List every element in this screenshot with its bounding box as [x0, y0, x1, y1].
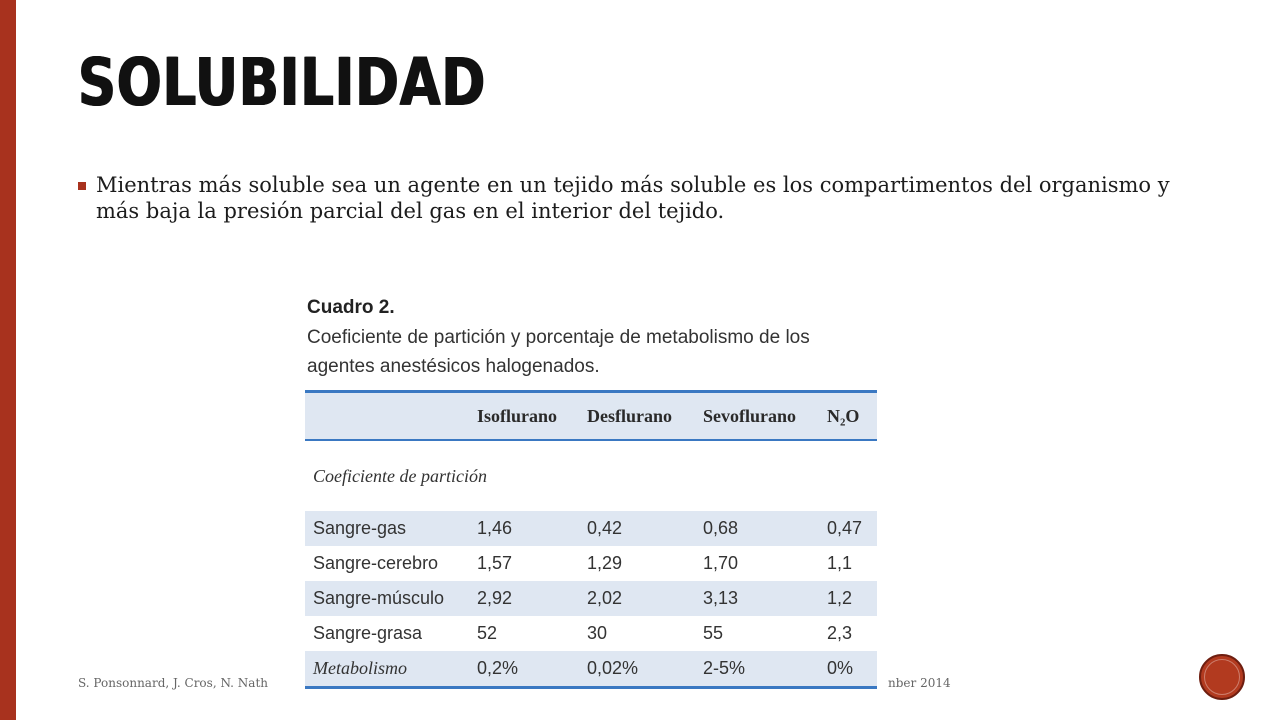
column-header-isoflurano: Isoflurano	[477, 405, 558, 426]
table-row: Sangre-gas 1,46 0,42 0,68 0,47	[305, 511, 877, 546]
table-cell: 1,46	[477, 518, 513, 538]
table-cell: 1,1	[827, 553, 853, 573]
table-row: Sangre-músculo 2,92 2,02 3,13 1,2	[305, 581, 877, 616]
column-header-sevoflurano: Sevoflurano	[703, 405, 797, 426]
column-header-desflurano: Desflurano	[587, 405, 672, 426]
table-cell: 2,92	[477, 588, 513, 608]
accent-bar	[0, 0, 16, 720]
table-cell: 0,47	[827, 518, 863, 538]
column-header-blank	[305, 392, 469, 441]
table-figure: Cuadro 2. Coeficiente de partición y por…	[305, 295, 879, 695]
table-cell: 55	[703, 623, 724, 643]
partition-coefficient-table: Isoflurano Desflurano Sevoflurano N₂O Co…	[305, 390, 877, 689]
table-cell: 52	[477, 623, 498, 643]
table-cell: 3,13	[703, 588, 739, 608]
figure-heading: Cuadro 2.	[307, 297, 395, 318]
table-row: Sangre-cerebro 1,57 1,29 1,70 1,1	[305, 546, 877, 581]
square-bullet-icon	[78, 182, 86, 190]
table-cell: 0,02%	[587, 658, 639, 678]
bullet-item: Mientras más soluble sea un agente en un…	[78, 172, 1198, 224]
footer-citation: S. Ponsonnard, J. Cros, N. Nath	[78, 676, 269, 690]
table-cell: 0,68	[703, 518, 739, 538]
table-cell: 30	[587, 623, 608, 643]
slide-title: SOLUBILIDAD	[78, 44, 487, 121]
row-label: Sangre-músculo	[313, 588, 445, 608]
section-label: Coeficiente de partición	[313, 466, 487, 486]
table-cell: 1,2	[827, 588, 853, 608]
table-cell: 0,42	[587, 518, 623, 538]
table-cell: 0,2%	[477, 658, 519, 678]
table-cell: 0%	[827, 658, 854, 678]
row-label: Metabolismo	[313, 658, 407, 678]
table-cell: 1,70	[703, 553, 739, 573]
table-cell: 1,29	[587, 553, 623, 573]
row-label: Sangre-cerebro	[313, 553, 439, 573]
table-cell: 1,57	[477, 553, 513, 573]
section-row: Coeficiente de partición	[305, 440, 877, 511]
footer-date: nber 2014	[888, 676, 951, 690]
table-cell: 2,02	[587, 588, 623, 608]
row-label: Sangre-grasa	[313, 623, 423, 643]
row-label: Sangre-gas	[313, 518, 407, 538]
table-row: Sangre-grasa 52 30 55 2,3	[305, 616, 877, 651]
table-cell: 2-5%	[703, 658, 746, 678]
figure-caption: Coeficiente de partición y porcentaje de…	[307, 327, 810, 377]
table-cell: 2,3	[827, 623, 853, 643]
column-header-n2o: N₂O	[827, 405, 860, 426]
page-number-badge	[1199, 654, 1245, 700]
bullet-text: Mientras más soluble sea un agente en un…	[96, 173, 1170, 223]
table-row-metabolism: Metabolismo 0,2% 0,02% 2-5% 0%	[305, 651, 877, 688]
table-header-row: Isoflurano Desflurano Sevoflurano N₂O	[305, 391, 877, 441]
